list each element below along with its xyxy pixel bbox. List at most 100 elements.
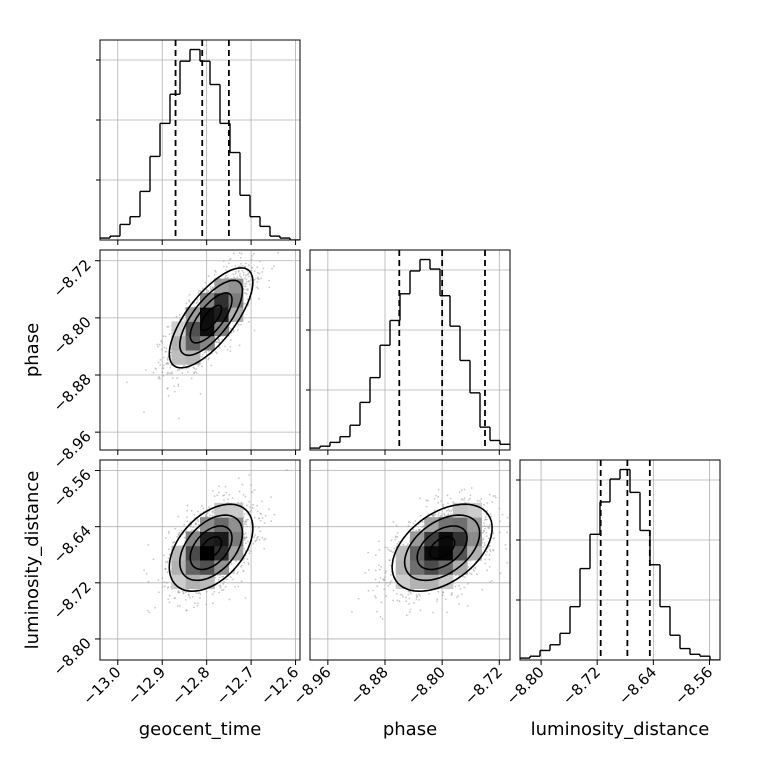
sample-point <box>447 513 450 516</box>
sample-point <box>232 252 235 255</box>
sample-point <box>163 356 165 359</box>
sample-point <box>237 269 240 272</box>
sample-point <box>188 300 191 303</box>
density-cell <box>424 560 440 575</box>
sample-point <box>169 354 172 357</box>
density-cell <box>214 278 230 294</box>
sample-point <box>168 530 170 533</box>
sample-point <box>443 515 446 517</box>
sample-point <box>489 581 491 583</box>
sample-point <box>253 536 255 539</box>
sample-point <box>385 570 387 573</box>
sample-point <box>157 345 159 348</box>
sample-point <box>374 569 377 572</box>
sample-point <box>398 540 400 543</box>
sample-point <box>222 583 225 585</box>
sample-point <box>216 352 218 354</box>
sample-point <box>492 548 494 551</box>
sample-point <box>179 605 181 607</box>
sample-point <box>260 513 263 516</box>
sample-point <box>402 595 404 598</box>
density-cell <box>228 517 244 532</box>
sample-point <box>244 282 246 285</box>
y-tick-label: −8.72 <box>50 256 95 301</box>
sample-point <box>223 499 225 502</box>
sample-point <box>388 559 391 561</box>
sample-point <box>223 494 226 496</box>
sample-point <box>256 281 259 283</box>
sample-point <box>205 513 208 516</box>
sample-point <box>273 513 276 516</box>
sample-point <box>217 338 220 341</box>
sample-point <box>393 547 396 550</box>
sample-point <box>202 507 205 510</box>
sample-point <box>390 574 392 576</box>
sample-point <box>469 494 472 497</box>
sample-point <box>433 509 436 512</box>
sample-point <box>396 535 399 538</box>
sample-point <box>395 536 397 539</box>
density-cell <box>185 335 201 351</box>
x-tick-label: −8.56 <box>671 663 716 708</box>
sample-point <box>482 538 485 541</box>
density-cell <box>438 531 454 547</box>
sample-point <box>182 592 185 595</box>
sample-point <box>470 487 473 489</box>
sample-point <box>246 288 249 290</box>
sample-point <box>147 580 150 583</box>
sample-point <box>489 513 492 515</box>
sample-point <box>183 536 186 539</box>
sample-point <box>214 269 217 272</box>
sample-point <box>389 549 391 552</box>
sample-point <box>444 598 447 601</box>
sample-point <box>392 589 395 592</box>
sample-point <box>198 289 200 292</box>
sample-point <box>146 609 149 612</box>
sample-point <box>243 533 246 536</box>
sample-point <box>214 351 217 353</box>
sample-point <box>215 341 218 344</box>
sample-point <box>208 357 210 359</box>
sample-point <box>241 564 244 567</box>
sample-point <box>197 510 199 513</box>
sample-point <box>212 490 214 492</box>
sample-point <box>487 537 490 540</box>
sample-point <box>405 600 408 602</box>
sample-point <box>237 329 239 331</box>
sample-point <box>486 502 489 504</box>
sample-point <box>412 522 415 525</box>
sample-point <box>245 523 248 525</box>
sample-point <box>210 364 213 367</box>
sample-point <box>241 483 244 486</box>
sample-point <box>176 369 179 372</box>
y-tick-label: −8.88 <box>50 370 95 415</box>
sample-point <box>204 282 207 284</box>
density-cell <box>200 531 215 547</box>
sample-point <box>367 589 370 592</box>
sample-point <box>395 593 398 595</box>
sample-point <box>216 494 219 497</box>
sample-point <box>257 517 260 520</box>
sample-point <box>248 279 250 282</box>
sample-point <box>246 298 249 301</box>
sample-point <box>385 581 388 584</box>
sample-point <box>200 355 203 358</box>
sample-point <box>492 495 495 497</box>
sample-point <box>436 600 438 603</box>
sample-point <box>482 531 484 534</box>
sample-point <box>452 501 455 504</box>
sample-point <box>250 523 253 526</box>
sample-point <box>247 563 250 566</box>
sample-point <box>247 562 250 564</box>
sample-point <box>450 513 452 515</box>
sample-point <box>499 520 502 523</box>
sample-point <box>249 510 252 513</box>
density-cell <box>214 560 230 575</box>
sample-point <box>211 510 214 512</box>
sample-point <box>258 272 261 275</box>
sample-point <box>217 491 220 494</box>
sample-point <box>257 526 260 529</box>
sample-point <box>263 522 266 524</box>
sample-point <box>237 585 240 588</box>
sample-point <box>241 264 244 267</box>
